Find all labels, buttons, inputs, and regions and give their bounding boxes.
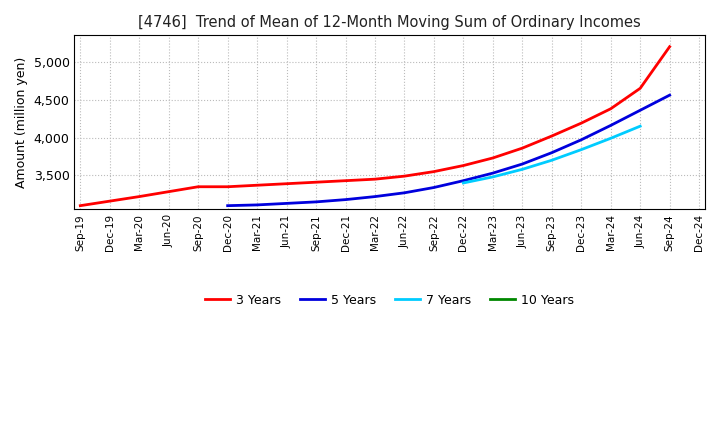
Legend: 3 Years, 5 Years, 7 Years, 10 Years: 3 Years, 5 Years, 7 Years, 10 Years (200, 289, 580, 312)
Y-axis label: Amount (million yen): Amount (million yen) (15, 57, 28, 188)
Title: [4746]  Trend of Mean of 12-Month Moving Sum of Ordinary Incomes: [4746] Trend of Mean of 12-Month Moving … (138, 15, 641, 30)
